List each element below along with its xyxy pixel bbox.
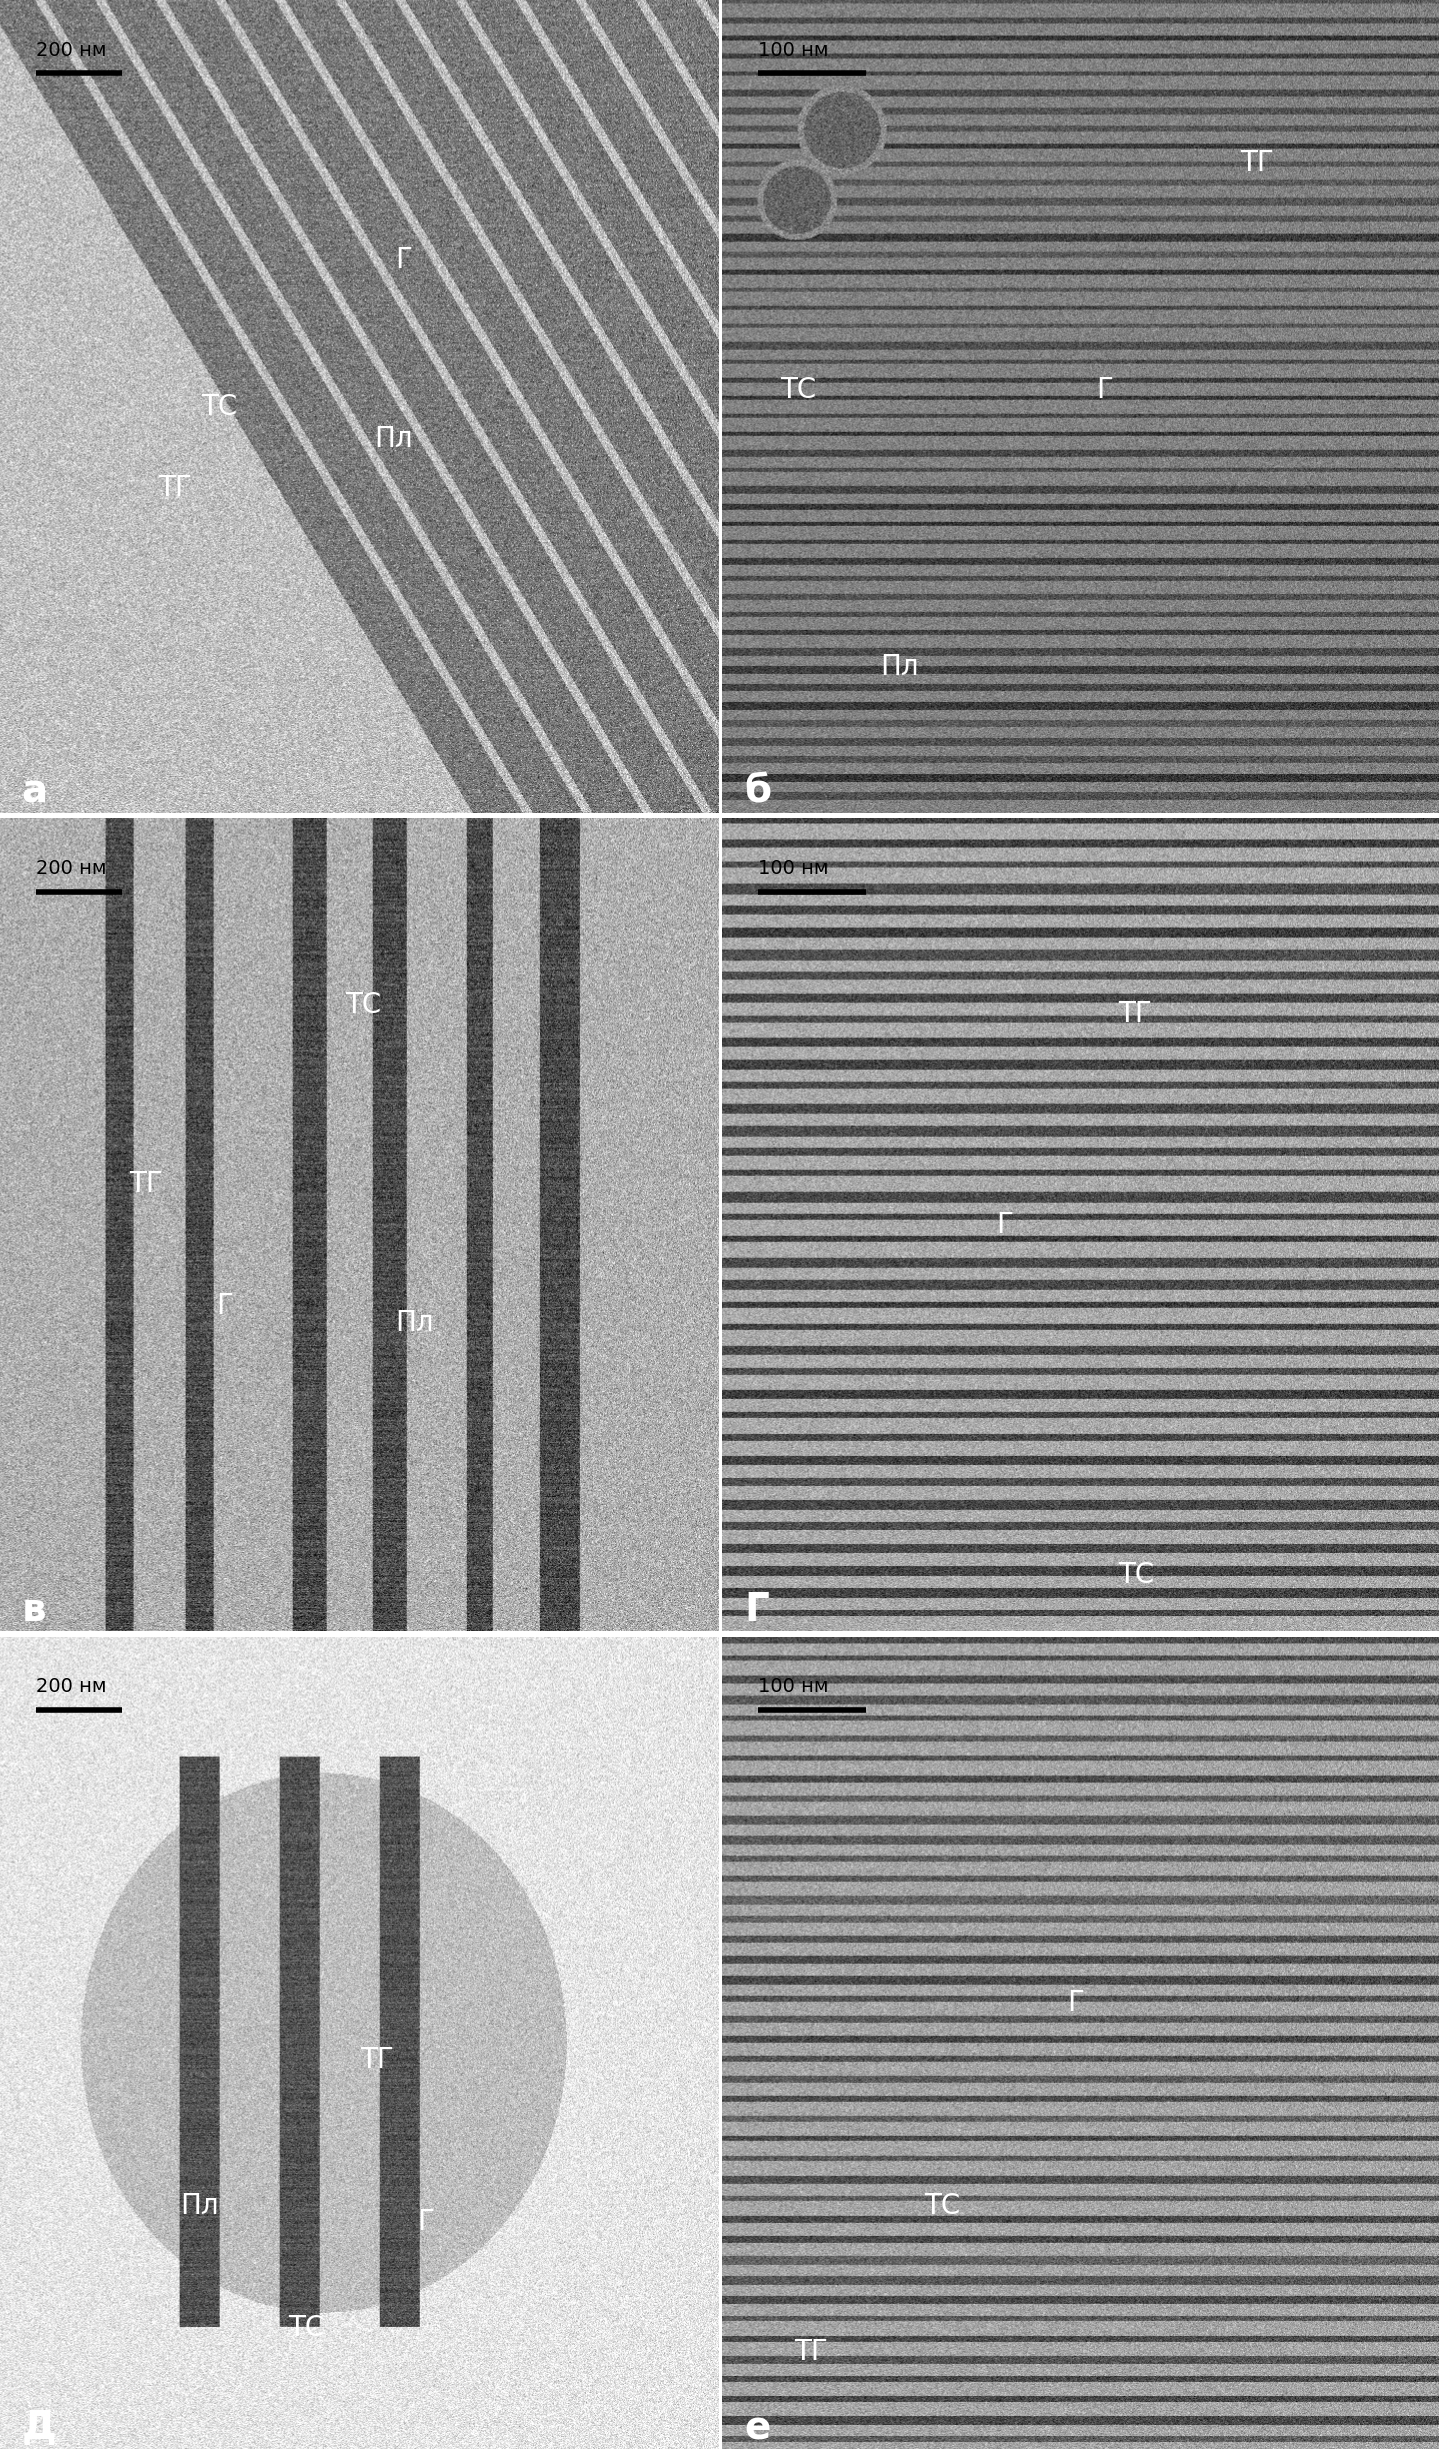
Text: 200 нм: 200 нм [36,860,106,877]
Text: Пл: Пл [396,1308,435,1338]
Text: Д: Д [22,2408,56,2448]
Text: ТГ: ТГ [130,1171,163,1198]
Text: ТГ: ТГ [158,473,191,502]
Text: 100 нм: 100 нм [758,1678,829,1695]
Text: 200 нм: 200 нм [36,42,106,59]
Text: 100 нм: 100 нм [758,42,829,59]
Text: Пл: Пл [374,426,413,453]
Text: 100 нм: 100 нм [758,860,829,877]
Text: ТС: ТС [201,392,237,421]
Text: Г: Г [417,2207,435,2237]
Text: ТС: ТС [288,2313,324,2342]
Text: ТС: ТС [345,992,381,1019]
Text: ТГ: ТГ [1118,1000,1151,1027]
Text: Г: Г [216,1291,233,1321]
Text: Г: Г [996,1210,1013,1240]
Text: ТГ: ТГ [1240,149,1274,176]
Text: Г: Г [1097,377,1114,404]
Text: ТГ: ТГ [794,2337,827,2367]
Text: а: а [22,772,47,811]
Text: Г: Г [744,1590,768,1629]
Text: Пл: Пл [180,2193,219,2220]
Text: Пл: Пл [881,654,920,681]
Text: ТС: ТС [924,2193,960,2220]
Text: ТС: ТС [780,377,816,404]
Text: е: е [744,2408,770,2448]
Text: б: б [744,772,771,811]
Text: Г: Г [396,247,413,274]
Text: в: в [22,1590,46,1629]
Text: ТС: ТС [1118,1561,1154,1588]
Text: ТГ: ТГ [360,2046,393,2073]
Text: Г: Г [1068,1989,1085,2016]
Text: 200 нм: 200 нм [36,1678,106,1695]
